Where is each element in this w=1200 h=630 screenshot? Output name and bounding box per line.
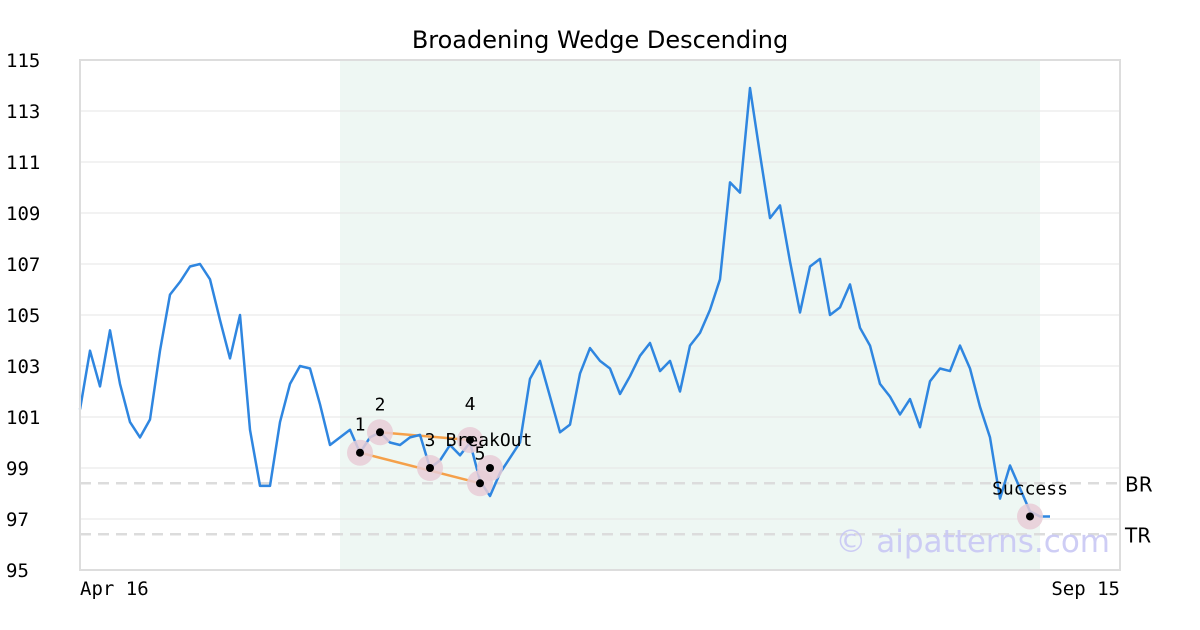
marker-label-1: 1 <box>355 415 366 436</box>
y-tick-label: 107 <box>6 254 40 276</box>
marker-point-2 <box>376 428 384 437</box>
price-line <box>78 86 1050 518</box>
y-tick-label: 103 <box>6 356 40 378</box>
marker-label-success: Success <box>992 478 1068 499</box>
x-tick-label: Sep 15 <box>1051 578 1120 600</box>
y-tick-label: 99 <box>6 458 29 480</box>
y-tick-label: 115 <box>6 50 40 72</box>
marker-point-5 <box>476 479 484 488</box>
marker-label-3: 3 <box>425 430 436 451</box>
plot-frame <box>79 59 1121 571</box>
x-tick-label: Apr 16 <box>80 578 149 600</box>
y-tick-label: 109 <box>6 203 40 225</box>
chart-title: Broadening Wedge Descending <box>412 26 788 54</box>
marker-label-5: 5 <box>475 443 486 464</box>
marker-label-4: 4 <box>465 394 476 415</box>
marker-label-2: 2 <box>375 394 386 415</box>
marker-label-breakout: BreakOut <box>446 430 533 451</box>
y-tick-label: 101 <box>6 407 40 429</box>
reference-label-br: BR <box>1125 472 1153 496</box>
wedge-line <box>379 431 471 442</box>
reference-label-tr: TR <box>1124 523 1151 547</box>
y-tick-label: 97 <box>6 509 29 531</box>
marker-point-success <box>1026 512 1034 521</box>
y-tick-label: 113 <box>6 101 40 123</box>
marker-point-4 <box>466 435 474 444</box>
marker-point-1 <box>356 448 364 457</box>
marker-point-3 <box>426 464 434 472</box>
y-tick-label: 105 <box>6 305 40 327</box>
watermark: © aipatterns.com <box>835 524 1110 560</box>
y-tick-label: 111 <box>6 152 40 174</box>
marker-point-breakout <box>486 464 494 472</box>
y-tick-label: 95 <box>6 560 29 582</box>
